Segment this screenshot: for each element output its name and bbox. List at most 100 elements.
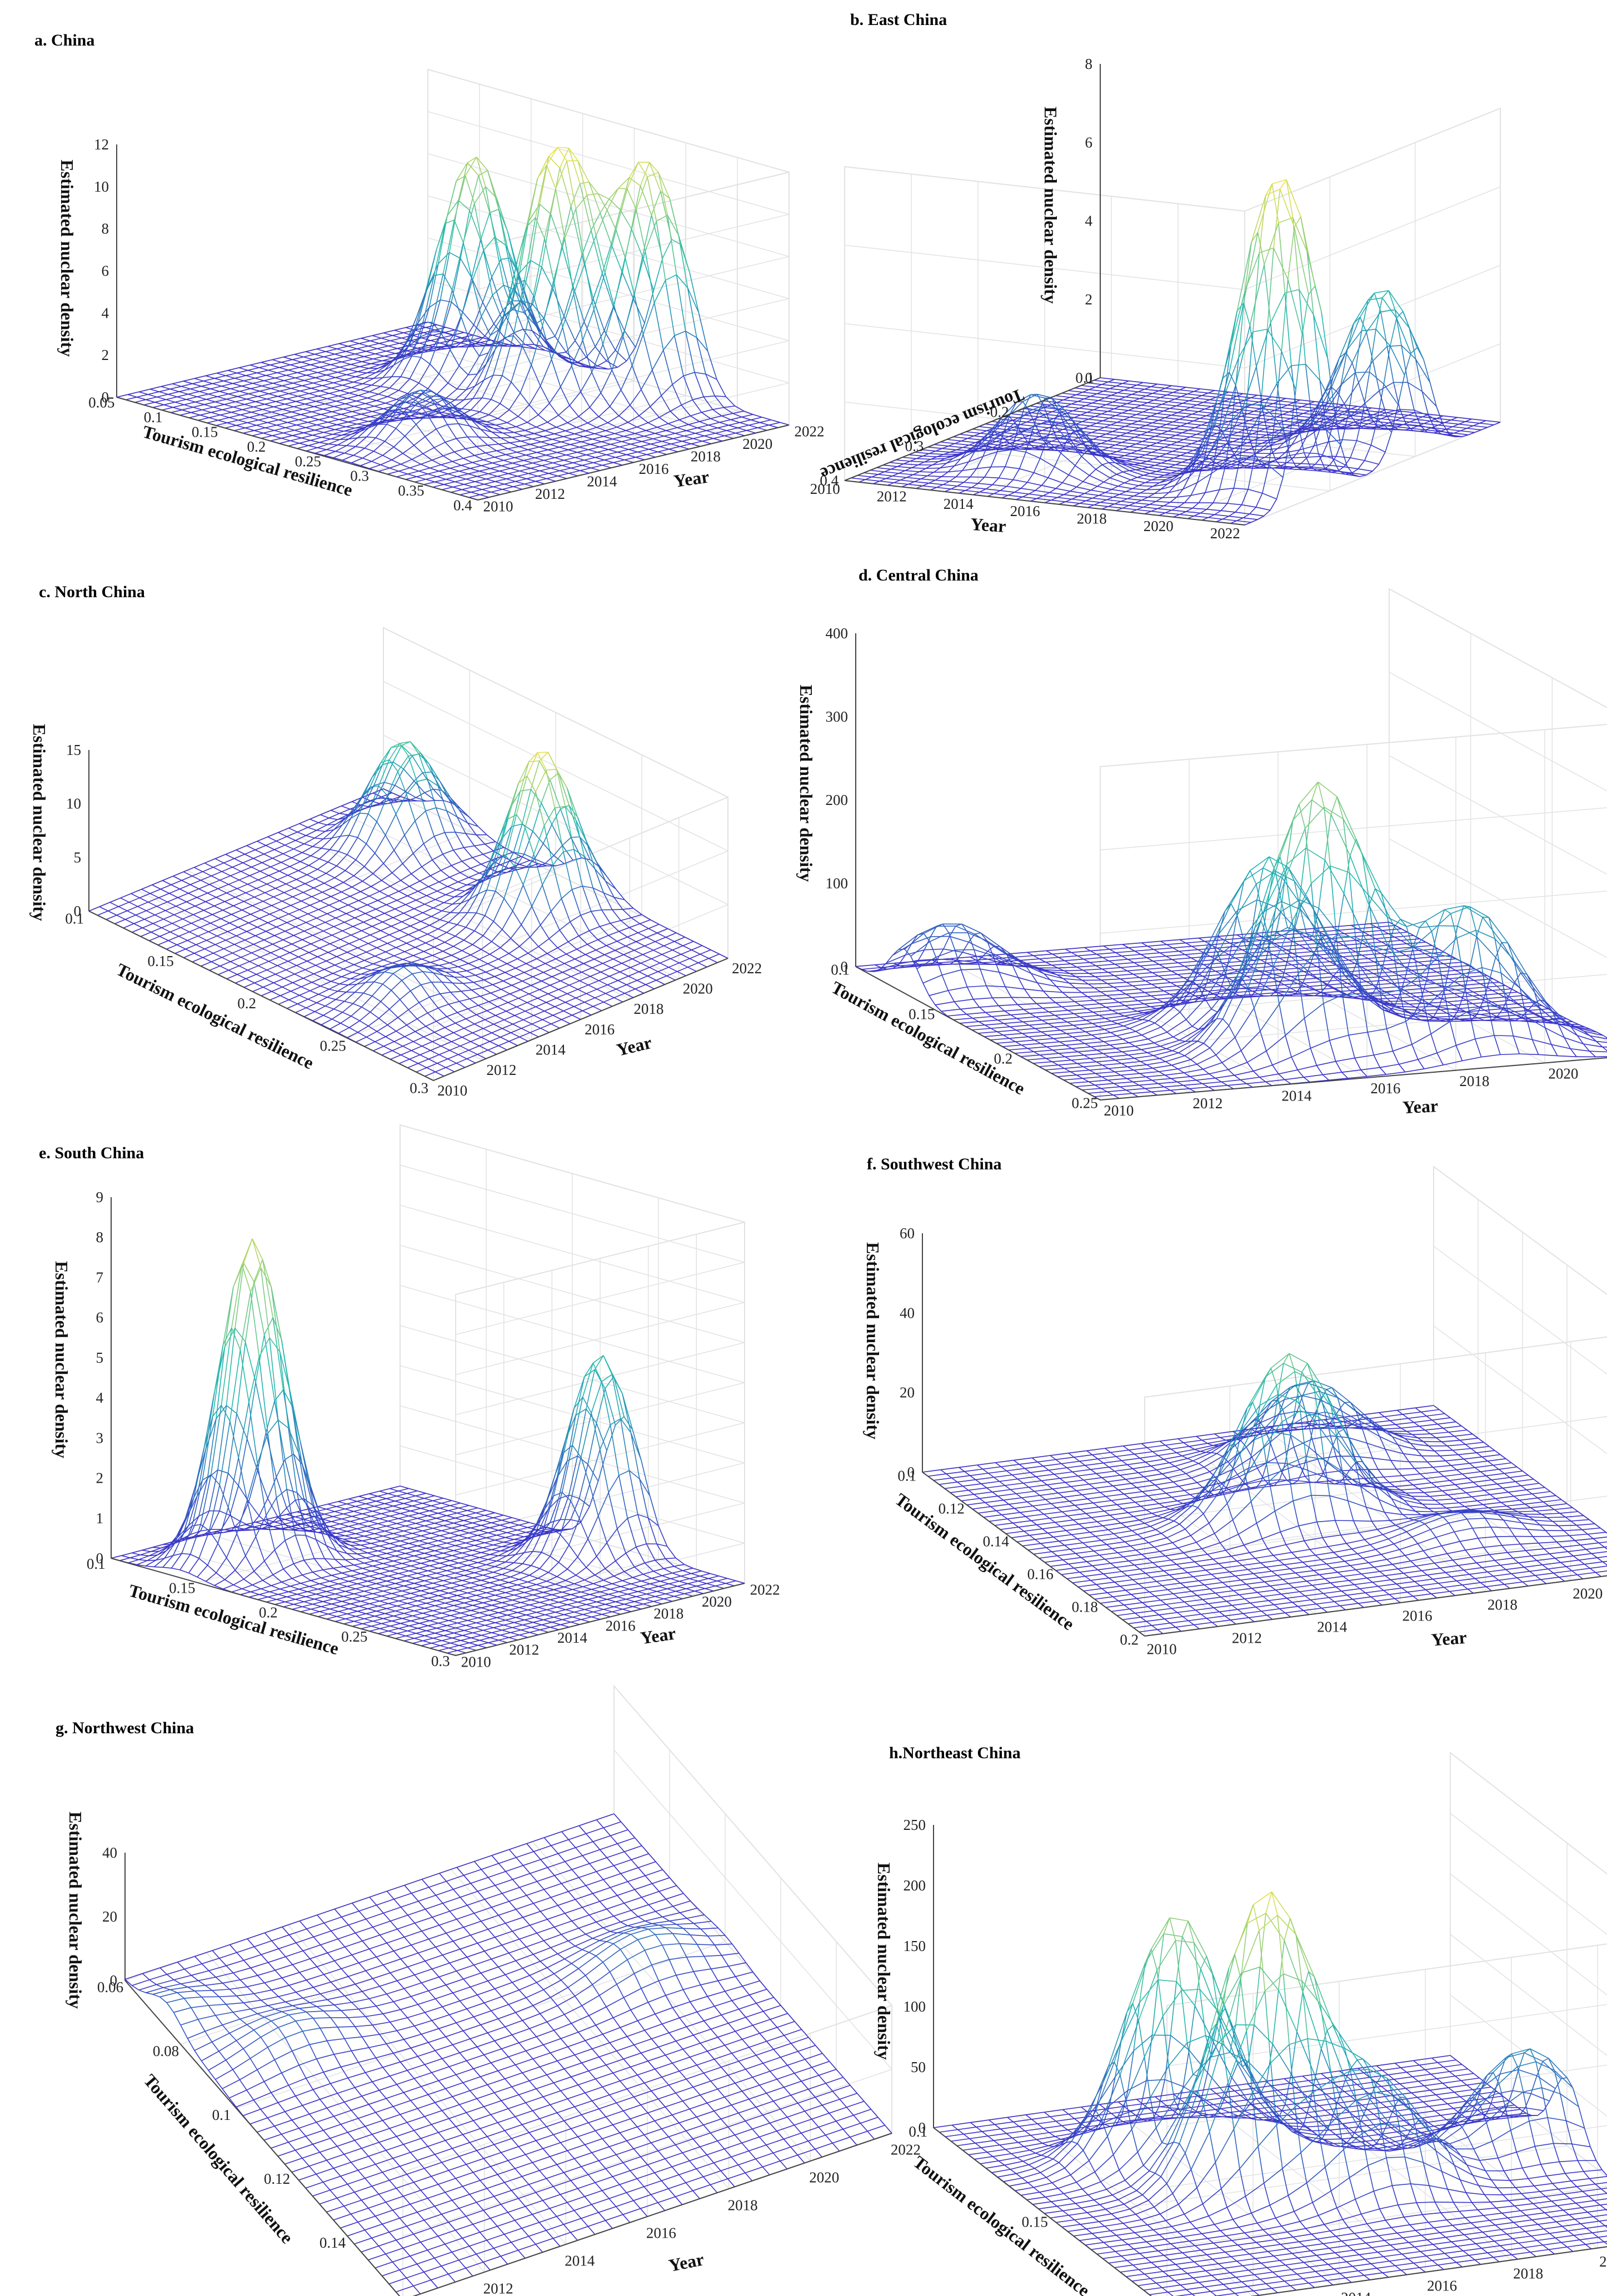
- mesh-line: [413, 393, 423, 403]
- mesh-line: [580, 391, 590, 408]
- mesh-line: [310, 364, 320, 368]
- mesh-line: [505, 428, 515, 433]
- mesh-line: [228, 393, 238, 397]
- mesh-line: [261, 362, 271, 366]
- mesh-line: [523, 460, 533, 464]
- mesh-line: [392, 335, 402, 339]
- mesh-line: [348, 369, 358, 372]
- mesh-line: [450, 349, 460, 366]
- mesh-line: [352, 358, 362, 362]
- mesh-line: [293, 382, 302, 387]
- mesh-line: [732, 413, 742, 418]
- mesh-line: [646, 454, 656, 458]
- mesh-line: [557, 352, 566, 354]
- mesh-line: [580, 181, 590, 184]
- mesh-line: [543, 436, 552, 440]
- mesh-line: [333, 382, 343, 386]
- mesh-line: [528, 404, 539, 416]
- mesh-line: [355, 353, 365, 357]
- mesh-line: [372, 335, 382, 339]
- z-tick-label: 4: [102, 304, 109, 321]
- mesh-line: [461, 317, 471, 343]
- mesh-line: [502, 432, 512, 438]
- mesh-line: [381, 337, 391, 342]
- mesh-line: [520, 301, 531, 312]
- mesh-line: [436, 393, 446, 399]
- mesh-line: [434, 273, 443, 276]
- mesh-line: [321, 414, 330, 418]
- mesh-line: [572, 438, 582, 443]
- mesh-line: [624, 459, 634, 463]
- mesh-line: [523, 328, 532, 331]
- mesh-line: [410, 415, 420, 418]
- mesh-line: [1355, 371, 1370, 373]
- mesh-line: [390, 416, 400, 419]
- y-tick-label: 2012: [877, 488, 907, 505]
- mesh-line: [263, 380, 273, 384]
- mesh-line: [208, 393, 218, 397]
- mesh-line: [408, 322, 419, 346]
- mesh-line: [295, 377, 305, 381]
- mesh-line: [679, 419, 689, 426]
- mesh-line: [384, 356, 393, 359]
- mesh-line: [275, 377, 285, 381]
- y-tick-label: 2020: [742, 436, 772, 452]
- mesh-line: [344, 379, 354, 383]
- y-tick-label: 2010: [483, 498, 513, 514]
- mesh-line: [630, 443, 640, 447]
- mesh-line: [335, 353, 344, 357]
- mesh-line: [494, 457, 504, 461]
- mesh-line: [668, 448, 678, 452]
- mesh-line: [490, 329, 500, 336]
- mesh-line: [519, 470, 529, 474]
- mesh-line: [405, 327, 415, 331]
- mesh-line: [575, 208, 586, 264]
- mesh-line: [303, 356, 313, 360]
- mesh-line: [604, 459, 613, 463]
- y-tick-label: 2018: [1077, 511, 1107, 527]
- mesh-line: [447, 424, 457, 439]
- mesh-line: [522, 346, 532, 366]
- mesh-line: [252, 383, 262, 387]
- mesh-line: [650, 406, 660, 418]
- mesh-line: [332, 359, 342, 363]
- mesh-line: [341, 361, 351, 365]
- mesh-line: [600, 392, 611, 407]
- mesh-line: [346, 374, 356, 377]
- mesh-line: [382, 376, 392, 378]
- mesh-line: [671, 239, 681, 245]
- mesh-line: [485, 186, 495, 238]
- mesh-line: [499, 471, 509, 474]
- mesh-line: [465, 176, 475, 204]
- mesh-line: [308, 369, 318, 373]
- mesh-line: [555, 188, 566, 239]
- mesh-line: [360, 389, 370, 393]
- mesh-line: [467, 436, 477, 447]
- mesh-line: [586, 454, 596, 458]
- mesh-line: [666, 430, 676, 434]
- mesh-line: [501, 437, 512, 439]
- mesh-line: [482, 277, 492, 303]
- mesh-line: [366, 351, 376, 354]
- mesh-line: [513, 432, 523, 437]
- mesh-line: [327, 422, 337, 426]
- mesh-line: [458, 365, 469, 376]
- mesh-line: [282, 409, 292, 413]
- mesh-line: [502, 375, 512, 383]
- mesh-line: [500, 437, 510, 443]
- mesh-line: [346, 426, 355, 429]
- mesh-line: [491, 431, 501, 439]
- mesh-line: [526, 217, 536, 227]
- mesh-line: [244, 404, 254, 408]
- mesh-line: [301, 414, 310, 418]
- mesh-line: [688, 424, 698, 428]
- mesh-line: [500, 342, 510, 346]
- mesh-line: [599, 446, 609, 450]
- mesh-line: [445, 442, 455, 453]
- mesh-line: [577, 357, 587, 363]
- mesh-line: [317, 372, 327, 376]
- mesh-line: [323, 408, 332, 412]
- mesh-line: [394, 329, 404, 333]
- mesh-line: [431, 299, 441, 332]
- mesh-line: [279, 367, 288, 371]
